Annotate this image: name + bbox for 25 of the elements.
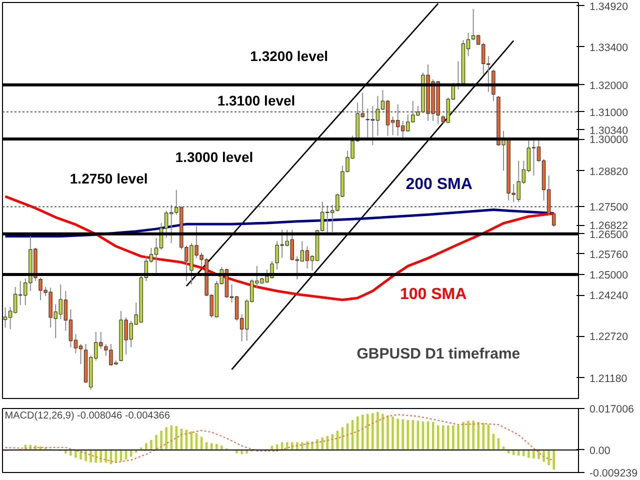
y-tick-label: 1.22720 (590, 331, 628, 344)
ref-line-label: 1.3000 level (175, 148, 254, 165)
y-tick-label: 1.34920 (590, 0, 628, 13)
y-tick-label: 1.31000 (590, 106, 628, 119)
ref-line-label: 1.3200 level (250, 48, 328, 64)
y-tick-label: 1.28820 (590, 166, 628, 178)
series-label: 100 SMA (400, 286, 468, 304)
ref-line-label: 1.3100 level (217, 92, 296, 109)
y-tick-label: 1.30000 (590, 134, 628, 146)
y-tick-label: 1.30340 (590, 124, 628, 137)
y-tick-label: -0.009239 (590, 468, 638, 480)
y-tick-label: 0.017006 (590, 404, 634, 416)
y-tick-label: 1.25760 (590, 248, 628, 261)
y-tick-label: 1.32000 (590, 80, 628, 92)
chart-title: MACD(12,26,9) -0.008046 -0.004366 (4, 410, 170, 422)
series-label: 200 SMA (406, 176, 473, 194)
y-tick-label: 1.27500 (590, 202, 628, 214)
y-tick-label: 1.21180 (590, 372, 628, 385)
y-tick-label: 1.25000 (590, 269, 628, 282)
y-tick-label: 1.24240 (590, 290, 628, 302)
y-tick-label: 0.00 (590, 444, 610, 457)
ref-line-label: 1.2750 level (70, 170, 148, 187)
y-tick-label: 1.33400 (590, 42, 628, 54)
y-tick-label: 1.26500 (590, 228, 628, 241)
annotation: GBPUSD D1 timeframe (356, 345, 520, 362)
